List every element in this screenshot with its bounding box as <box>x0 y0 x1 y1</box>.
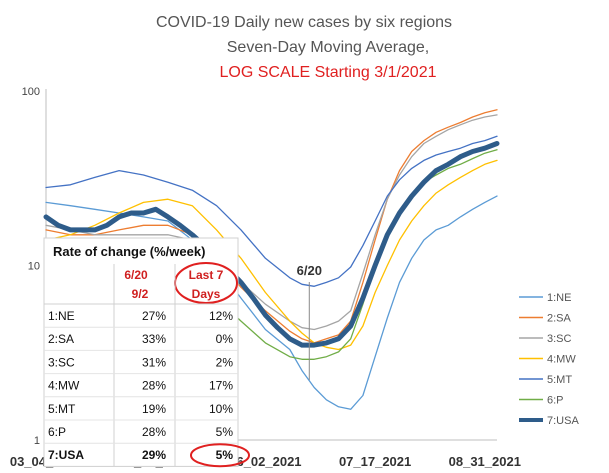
table-header-last7-line2: Days <box>192 287 221 301</box>
table-cell-since: 29% <box>142 448 166 462</box>
table-cell-last7: 5% <box>216 425 234 439</box>
chart-subtitle: Seven-Day Moving Average, <box>227 39 429 56</box>
table-cell-since: 31% <box>142 355 166 369</box>
highlight-ellipse-usa-last7 <box>190 443 250 468</box>
table-cell-region: 5:MT <box>48 402 76 416</box>
table-cell-last7: 12% <box>209 309 233 323</box>
table-cell-last7: 17% <box>209 379 233 393</box>
legend-label-usa: 7:USA <box>547 415 579 427</box>
legend-label-sc: 3:SC <box>547 333 572 345</box>
series-line-mt <box>45 135 498 287</box>
table-cell-region: 7:USA <box>48 448 84 462</box>
table-cell-since: 28% <box>142 425 166 439</box>
table-header-last7-line1: Last 7 <box>189 268 224 282</box>
table-cell-since: 33% <box>142 332 166 346</box>
series-line-ne <box>45 195 498 410</box>
table-cell-region: 2:SA <box>48 332 74 346</box>
series-layer <box>43 109 500 410</box>
table-cell-since: 27% <box>142 309 166 323</box>
chart-subtitle-log-scale: LOG SCALE Starting 3/1/2021 <box>219 64 436 81</box>
table-cell-region: 4:MW <box>48 379 80 393</box>
x-tick-label: 07_17_2021 <box>339 454 411 469</box>
table-title: Rate of change (%/week) <box>53 244 205 259</box>
series-line-sc <box>45 114 498 331</box>
table-background <box>43 237 239 467</box>
table-cell-last7: 2% <box>216 355 234 369</box>
table-header-since-line1: 6/20 <box>124 268 148 282</box>
table-cell-since: 19% <box>142 402 166 416</box>
annotation-layer: 6/20 <box>297 263 322 380</box>
y-tick-label: 1 <box>34 435 40 447</box>
x-tick-label: 06_02_2021 <box>229 454 301 469</box>
series-line-sa <box>45 109 498 344</box>
y-tick-label: 100 <box>22 86 40 98</box>
table-cell-last7: 0% <box>216 332 234 346</box>
series-line-usa <box>43 141 500 348</box>
annotation-label: 6/20 <box>297 263 322 278</box>
table-cell-region: 6:P <box>48 425 66 439</box>
table-cell-region: 1:NE <box>48 309 75 323</box>
rate-table: Rate of change (%/week) 6/20 9/2 Last 7 Days… <box>43 237 250 468</box>
table-cell-last7: 10% <box>209 402 233 416</box>
table-cell-last7: 5% <box>216 448 234 462</box>
table-cell-since: 28% <box>142 379 166 393</box>
legend-label-ne: 1:NE <box>547 292 571 304</box>
legend: 1:NE 2:SA 3:SC 4:MW 5:MT 6:P 7:USA <box>519 292 579 427</box>
legend-label-p: 6:P <box>547 395 564 407</box>
series-line-mw <box>45 159 498 351</box>
legend-label-mw: 4:MW <box>547 354 576 366</box>
table-cell-region: 3:SC <box>48 355 75 369</box>
legend-label-sa: 2:SA <box>547 313 572 325</box>
x-tick-label: 08_31_2021 <box>449 454 521 469</box>
chart-title: COVID-19 Daily new cases by six regions <box>156 14 452 31</box>
table-header-since-line2: 9/2 <box>132 287 149 301</box>
legend-label-mt: 5:MT <box>547 374 572 386</box>
y-tick-label: 10 <box>28 261 40 273</box>
